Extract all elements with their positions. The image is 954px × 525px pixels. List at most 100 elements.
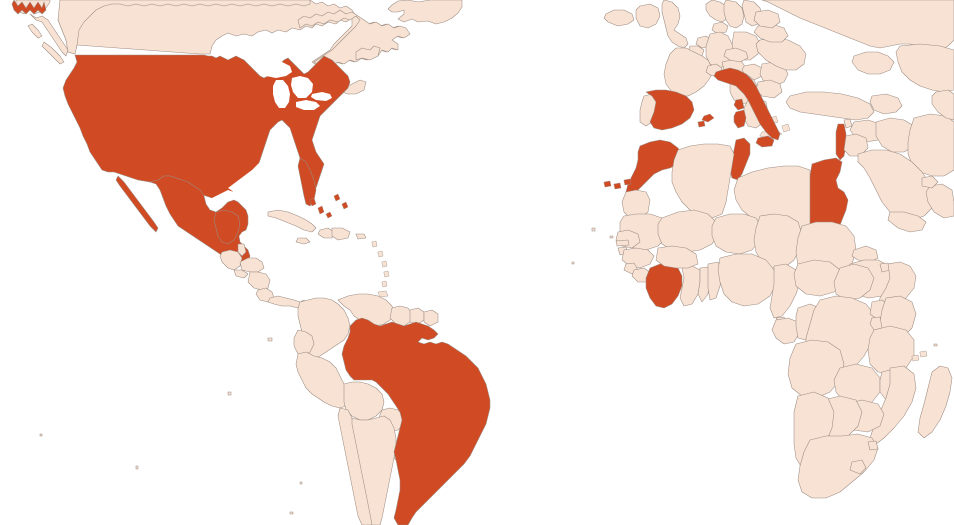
country-central-african-republic: [794, 260, 842, 296]
country-nigeria: [718, 254, 776, 306]
country-south-sudan: [834, 264, 874, 300]
country-georgia-armenia-azerbaijan: [870, 94, 902, 114]
country-ukraine: [756, 38, 806, 70]
great-lakes-michigan: [273, 80, 290, 108]
country-french-guiana: [424, 310, 438, 326]
country-guatemala: [220, 250, 242, 270]
country-yucatan: [214, 210, 240, 244]
country-spain: [646, 90, 694, 130]
country-cameroon: [770, 264, 800, 318]
country-united-states-florida: [298, 158, 316, 206]
country-kazakhstan: [896, 44, 954, 92]
country-mali: [658, 210, 718, 252]
comoros-islands: [912, 351, 927, 361]
country-haiti: [318, 228, 334, 238]
country-denmark: [712, 22, 728, 34]
country-brazil: [342, 318, 490, 525]
great-lakes-superior: [253, 60, 292, 78]
country-lebanon: [844, 119, 852, 128]
country-yemen: [888, 212, 926, 232]
country-corsica: [734, 99, 744, 110]
country-turkmenistan-uzbekistan: [932, 90, 954, 120]
country-gabon: [772, 318, 800, 344]
islet-galapagos: [268, 338, 272, 341]
country-ireland: [636, 4, 660, 28]
country-bahamas: [310, 194, 348, 218]
country-ghana: [680, 266, 700, 306]
great-lakes-erie: [296, 100, 320, 110]
country-madagascar: [918, 366, 952, 438]
country-italy-sicily: [756, 136, 774, 147]
islet-atlantic-3: [290, 512, 293, 514]
country-france: [664, 48, 712, 96]
caribbean-lesser-antilles: [372, 241, 389, 287]
country-oman: [926, 184, 954, 218]
country-baja-california: [116, 176, 158, 232]
country-argentina: [352, 416, 396, 525]
country-vancouver-island: [42, 42, 64, 64]
country-greenland: [388, 0, 462, 24]
islet-pacific-1: [228, 392, 231, 395]
canary-islands: [604, 179, 631, 189]
country-baltics: [754, 10, 780, 28]
country-nova-scotia: [342, 80, 366, 94]
country-mozambique: [870, 366, 916, 444]
country-algeria: [672, 144, 734, 218]
country-puerto-rico: [356, 234, 366, 239]
small-island-markers: [40, 228, 937, 514]
islet-indian-1: [934, 344, 937, 346]
islet-pacific-4: [300, 482, 302, 484]
country-iceland: [604, 10, 634, 26]
islet-atlantic-2: [610, 236, 613, 238]
country-nicaragua: [248, 272, 270, 290]
country-russia-west: [762, 0, 954, 50]
country-guinea: [622, 248, 654, 268]
country-czechia: [724, 48, 748, 62]
country-chad: [754, 214, 802, 268]
country-south-africa: [798, 434, 878, 498]
country-canada-prairies: [58, 0, 310, 54]
country-burkina-faso: [656, 246, 698, 268]
country-sardinia: [734, 110, 746, 128]
country-honduras: [240, 258, 264, 272]
country-newfoundland: [356, 46, 380, 60]
country-united-kingdom: [662, 0, 688, 48]
country-tanzania: [868, 326, 914, 374]
country-turkey: [786, 92, 874, 120]
country-cuba: [268, 210, 316, 232]
country-suriname: [410, 308, 424, 324]
country-belize: [238, 244, 246, 256]
country-jamaica: [296, 238, 310, 244]
islet-cape-verde: [592, 228, 595, 231]
country-balearic-islands: [698, 114, 714, 127]
great-lakes-huron: [291, 76, 313, 98]
country-israel: [836, 124, 846, 160]
country-angola: [788, 340, 844, 398]
country-niger: [712, 214, 762, 254]
country-alaska-panhandle: [12, 0, 46, 14]
country-saudi-arabia: [858, 150, 934, 220]
country-zambia: [834, 364, 880, 406]
country-haida-gwaii: [28, 24, 42, 38]
basemap-layer: [12, 0, 954, 525]
country-trinidad: [378, 291, 388, 297]
islet-atlantic-1: [572, 262, 574, 264]
country-gambia: [616, 240, 629, 246]
islet-pacific-2: [40, 434, 42, 436]
country-el-salvador: [234, 270, 248, 278]
great-lakes-ontario: [311, 92, 332, 101]
country-sweden: [724, 0, 744, 28]
country-italy: [714, 68, 780, 140]
country-morocco: [626, 140, 682, 196]
islet-pacific-3: [136, 466, 138, 469]
country-lesotho: [850, 460, 866, 474]
country-uae-qatar: [922, 176, 938, 188]
country-russia-caucasus: [852, 52, 894, 74]
country-venezuela: [338, 294, 394, 326]
country-dominican-republic: [332, 228, 350, 240]
country-british-columbia-coast: [30, 14, 68, 56]
country-eswatini: [868, 441, 878, 450]
country-bolivia: [344, 382, 384, 420]
